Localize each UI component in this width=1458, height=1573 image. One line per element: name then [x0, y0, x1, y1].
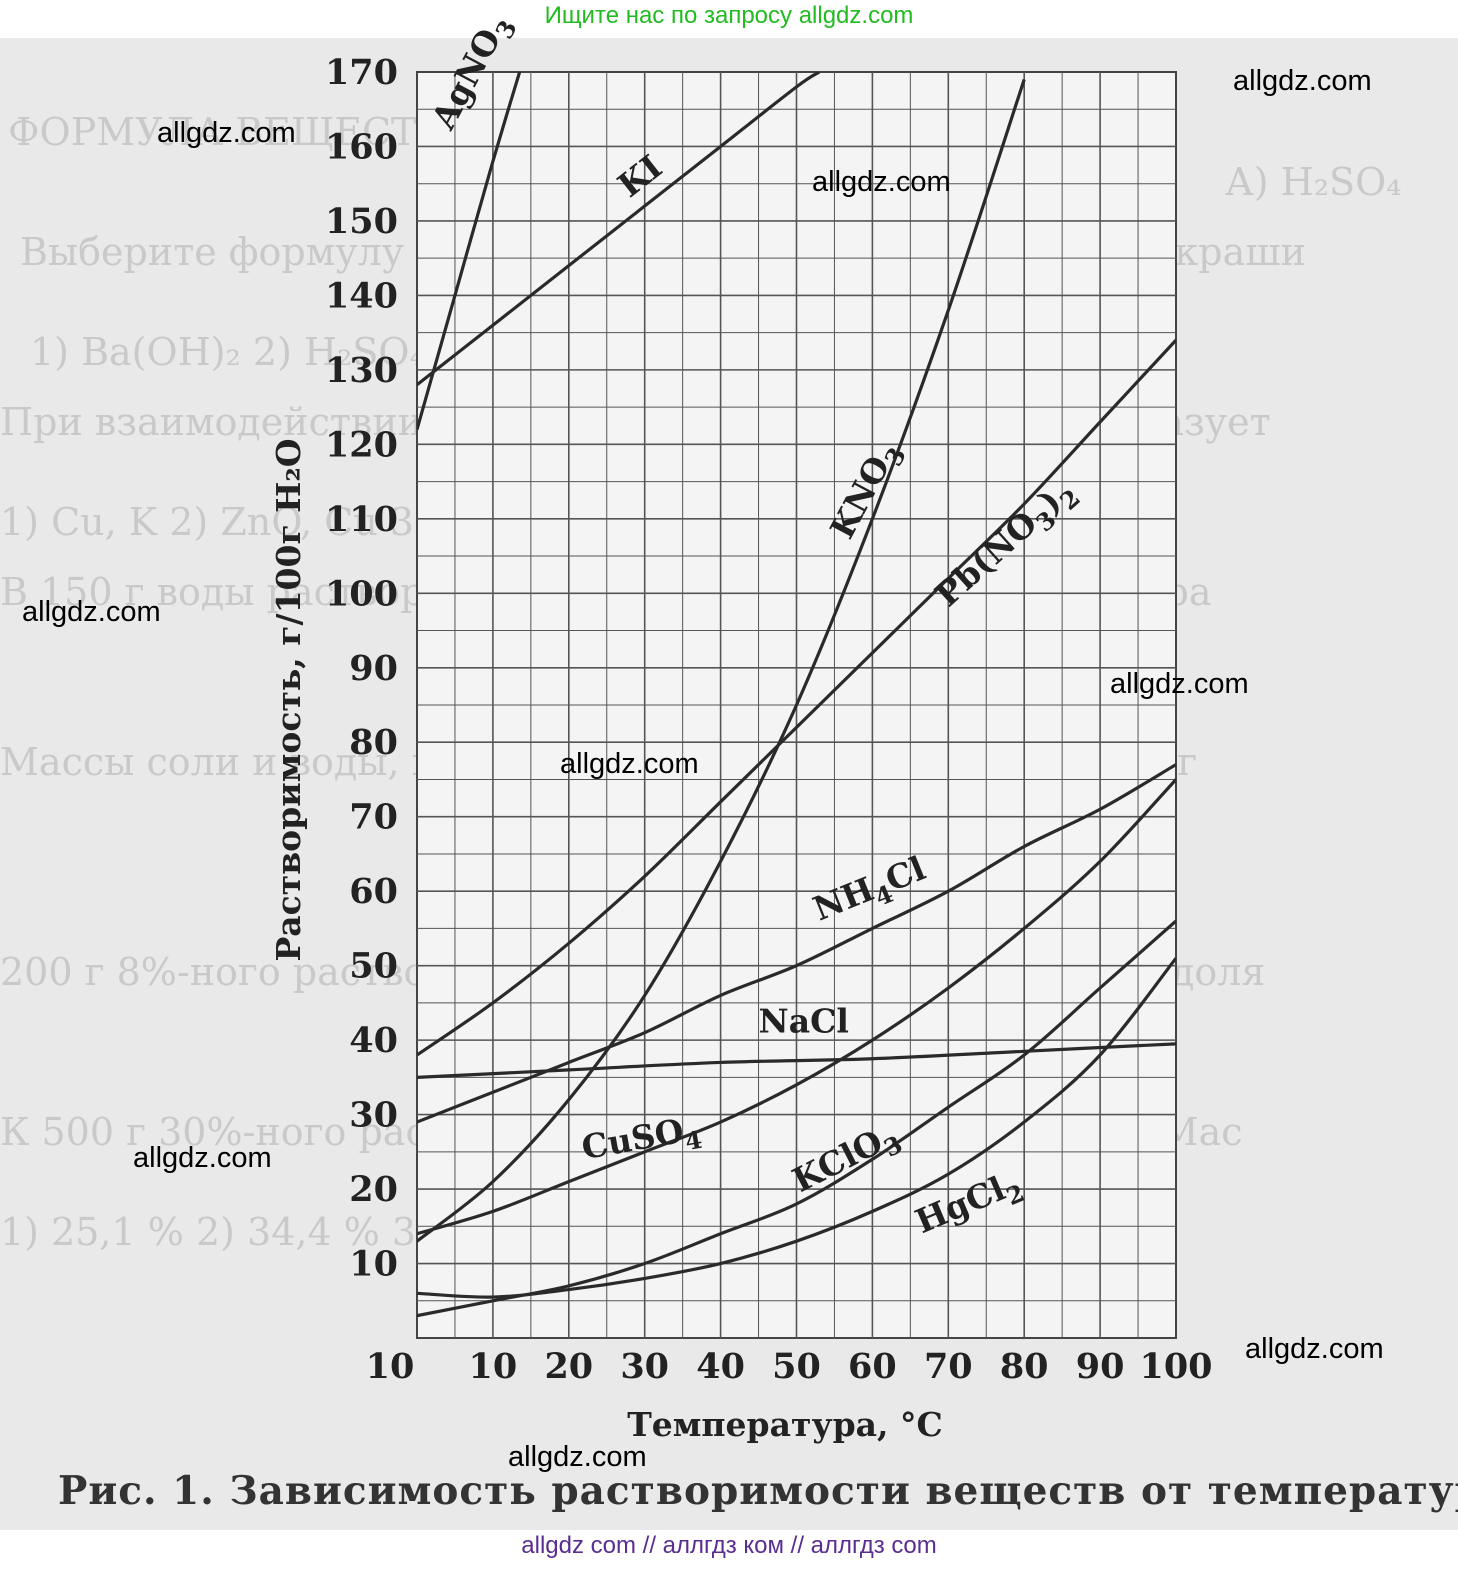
- series-line-cuso4: [417, 778, 1176, 1236]
- x-tick-label: 40: [696, 1346, 745, 1387]
- tick-labels: 10 20 30 40 50 60 70 80 90 100 110 120 130 140 150 160 1…: [325, 52, 1213, 1387]
- y-tick-label: 90: [349, 648, 398, 689]
- ghost-text: А) H₂SO₄: [1225, 160, 1402, 204]
- y-tick-label: 20: [349, 1169, 398, 1210]
- y-tick-label: 140: [325, 275, 398, 316]
- y-tick-label: 150: [325, 201, 398, 242]
- x-tick-label: 100: [1139, 1346, 1212, 1387]
- watermark: allgdz.com: [508, 1441, 647, 1473]
- y-axis-title: Растворимость, г/100г H₂O: [269, 438, 308, 961]
- x-tick-label: 80: [1000, 1346, 1049, 1387]
- y-tick-label: 100: [325, 573, 398, 614]
- x-axis-title: Температура, °C: [627, 1405, 943, 1444]
- y-tick-label: 160: [325, 126, 398, 167]
- y-tick-label: 120: [325, 424, 398, 465]
- bottom-banner[interactable]: allgdz com // аллгдз ком // аллгдз com: [521, 1532, 937, 1559]
- y-tick-label: 170: [325, 52, 398, 93]
- y-tick-label: 10: [349, 1244, 398, 1285]
- x-tick-label: 90: [1076, 1346, 1125, 1387]
- x-tick-label: 10: [469, 1346, 518, 1387]
- series-line-kclo3: [417, 919, 1176, 1318]
- series-line-pbno32: [417, 339, 1176, 1057]
- y-tick-label: 60: [349, 871, 398, 912]
- x-tick-label: 70: [924, 1346, 973, 1387]
- ghost-text: ФОРМУЛА ВЕЩЕСТВА: [8, 110, 474, 154]
- watermark: allgdz.com: [22, 596, 161, 628]
- x-tick-label: 60: [848, 1346, 897, 1387]
- watermark: allgdz.com: [560, 748, 699, 780]
- x-tick-label: 50: [772, 1346, 821, 1387]
- figure-caption: Рис. 1. Зависимость растворимости вещест…: [58, 1468, 1458, 1514]
- series-line-nacl: [417, 1042, 1176, 1079]
- x-tick-label: 10: [366, 1346, 415, 1387]
- series-line-ki: [417, 72, 821, 387]
- y-tick-label: 80: [349, 722, 398, 763]
- watermark: allgdz.com: [1233, 65, 1372, 97]
- series-line-kno3: [417, 78, 1026, 1243]
- top-banner[interactable]: Ищите нас по запросу allgdz.com: [544, 2, 914, 29]
- watermark: allgdz.com: [133, 1142, 272, 1174]
- y-tick-label: 50: [349, 946, 398, 987]
- series-label-nacl: NaCl: [759, 1002, 849, 1041]
- y-tick-label: 30: [349, 1095, 398, 1136]
- x-tick-label: 20: [544, 1346, 593, 1387]
- watermark: allgdz.com: [812, 166, 951, 198]
- y-tick-label: 70: [349, 797, 398, 838]
- series-line-hgcl2: [417, 957, 1176, 1299]
- watermark: allgdz.com: [157, 117, 296, 149]
- x-tick-label: 30: [620, 1346, 669, 1387]
- y-tick-label: 110: [325, 499, 398, 540]
- y-tick-label: 40: [349, 1020, 398, 1061]
- watermark: allgdz.com: [1245, 1333, 1384, 1365]
- watermark: allgdz.com: [1110, 668, 1249, 700]
- series-lines: [417, 72, 1176, 1318]
- y-tick-label: 130: [325, 350, 398, 391]
